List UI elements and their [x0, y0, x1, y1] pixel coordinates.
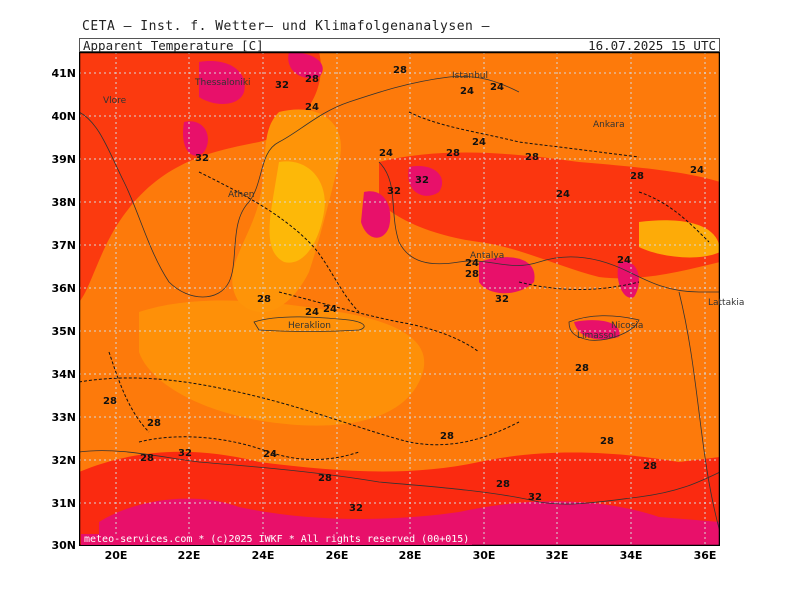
- lat-label: 31N: [51, 497, 76, 510]
- city-label: Limassol: [577, 331, 617, 341]
- contour-label: 32: [178, 448, 192, 459]
- contour-label: 24: [465, 258, 479, 269]
- contour-label: 24: [490, 82, 504, 93]
- lon-label: 24E: [251, 549, 275, 562]
- lon-label: 20E: [104, 549, 128, 562]
- contour-label: 24: [617, 255, 631, 266]
- hotspot-cyprus: [574, 320, 620, 340]
- hotspot-thessaloniki: [199, 61, 245, 104]
- cyprus-sea-light: [639, 220, 720, 258]
- city-label: Ankara: [593, 120, 625, 130]
- lat-label: 33N: [51, 411, 76, 424]
- parameter-title: Apparent Temperature [C]: [83, 38, 264, 53]
- contour-label: 24: [323, 304, 337, 315]
- lat-label: 41N: [51, 67, 76, 80]
- contour-label: 24: [305, 307, 319, 318]
- contour-label: 32: [528, 492, 542, 503]
- map-frame: [79, 52, 720, 546]
- city-label: Lattakia: [708, 298, 745, 308]
- contour-label: 28: [643, 461, 657, 472]
- hotspot-bursa: [408, 166, 443, 196]
- grid: [79, 52, 720, 546]
- lon-label: 32E: [545, 549, 569, 562]
- hotspot-north: [288, 52, 323, 79]
- contour-label: 24: [472, 137, 486, 148]
- header-line: CETA – Inst. f. Wetter– und Klimafolgena…: [82, 19, 491, 34]
- contour-label: 28: [147, 418, 161, 429]
- contour-label: 32: [415, 175, 429, 186]
- aegean-yellow: [269, 161, 325, 263]
- valid-datetime: 16.07.2025 15 UTC: [588, 38, 716, 53]
- lat-label: 35N: [51, 325, 76, 338]
- contour-label: 24: [263, 449, 277, 460]
- lat-label: 39N: [51, 153, 76, 166]
- lat-label: 40N: [51, 110, 76, 123]
- contour-label: 28: [140, 453, 154, 464]
- lon-label: 36E: [693, 549, 717, 562]
- contour-label: 32: [349, 503, 363, 514]
- contour-label: 28: [575, 363, 589, 374]
- contour-label: 28: [465, 269, 479, 280]
- contour-label: 24: [379, 148, 393, 159]
- city-label: Heraklion: [288, 321, 331, 331]
- contour-label: 28: [305, 74, 319, 85]
- contour-label: 32: [275, 80, 289, 91]
- lat-label: 37N: [51, 239, 76, 252]
- contour-label: 28: [630, 171, 644, 182]
- balkans-red: [79, 52, 321, 302]
- anatolia-red: [379, 152, 720, 279]
- contour-label: 28: [440, 431, 454, 442]
- copyright-footer: meteo-services.com * (c)2025 IWKF * All …: [81, 534, 473, 545]
- contour-label: 28: [446, 148, 460, 159]
- contour-label: 24: [305, 102, 319, 113]
- lon-label: 22E: [177, 549, 201, 562]
- city-label: Istanbul: [452, 71, 489, 81]
- lon-label: 34E: [619, 549, 643, 562]
- title-bar: Apparent Temperature [C] 16.07.2025 15 U…: [79, 38, 720, 53]
- contour-label: 28: [103, 396, 117, 407]
- contour-label: 24: [556, 189, 570, 200]
- lat-label: 38N: [51, 196, 76, 209]
- city-label: Thessaloniki: [195, 78, 251, 88]
- lat-label: 30N: [51, 539, 76, 552]
- city-label: Athen: [228, 190, 255, 200]
- hotspot-izmir: [361, 191, 391, 238]
- lat-label: 36N: [51, 282, 76, 295]
- contour-label: 28: [257, 294, 271, 305]
- contour-label: 28: [600, 436, 614, 447]
- city-label: Antalya: [470, 251, 505, 261]
- contour-lines: [79, 111, 710, 460]
- contour-label: 32: [195, 153, 209, 164]
- contour-label: 28: [525, 152, 539, 163]
- central-sea-light: [139, 300, 425, 426]
- temperature-map: [79, 52, 720, 546]
- lon-label: 28E: [398, 549, 422, 562]
- contour-label: 28: [318, 473, 332, 484]
- contour-label: 24: [690, 165, 704, 176]
- hotspot-antalya: [479, 257, 535, 294]
- lon-label: 30E: [472, 549, 496, 562]
- city-label: Vlore: [103, 96, 127, 106]
- contour-label: 24: [460, 86, 474, 97]
- hotspot-syria: [617, 261, 639, 298]
- city-label: Nicosia: [611, 321, 644, 331]
- coastlines: [79, 75, 720, 533]
- contour-label: 28: [496, 479, 510, 490]
- contour-label: 28: [393, 65, 407, 76]
- lat-label: 32N: [51, 454, 76, 467]
- contour-label: 32: [495, 294, 509, 305]
- contour-label: 32: [387, 186, 401, 197]
- lon-label: 26E: [325, 549, 349, 562]
- lat-label: 34N: [51, 368, 76, 381]
